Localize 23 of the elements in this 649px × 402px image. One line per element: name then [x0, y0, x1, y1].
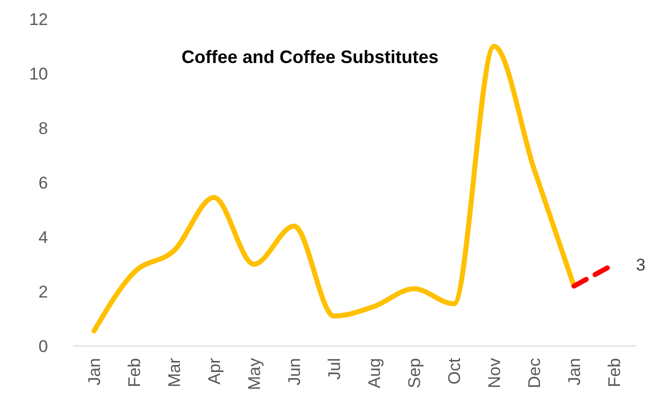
x-tick-label: Mar	[165, 358, 184, 388]
x-tick-label: Dec	[525, 358, 544, 388]
x-tick-label: Feb	[125, 358, 144, 388]
y-tick-label: 4	[38, 228, 48, 247]
y-tick-label: 2	[38, 282, 48, 302]
y-tick-label: 8	[38, 119, 48, 138]
x-tick-label: Jan	[565, 358, 584, 386]
x-tick-label: May	[245, 358, 264, 390]
y-tick-label: 6	[38, 174, 48, 192]
y-tick-label: 12	[29, 10, 48, 29]
x-tick-label: Aug	[365, 358, 384, 388]
x-tick-label: Feb	[605, 358, 624, 388]
x-tick-label: Jun	[285, 358, 304, 386]
text: Coffee and Coffee Substitutes	[181, 47, 439, 67]
x-tick-label: Jan	[85, 358, 104, 386]
y-tick-label: 0	[38, 337, 48, 356]
x-tick-label: Jul	[325, 358, 344, 380]
x-tick-label: Oct	[445, 358, 464, 384]
x-tick-label: Nov	[485, 358, 504, 388]
y-tick-label: 10	[29, 64, 48, 84]
x-tick-label: Sep	[405, 358, 424, 388]
data-label: 3	[636, 255, 646, 274]
x-tick-label: Apr	[205, 358, 224, 384]
